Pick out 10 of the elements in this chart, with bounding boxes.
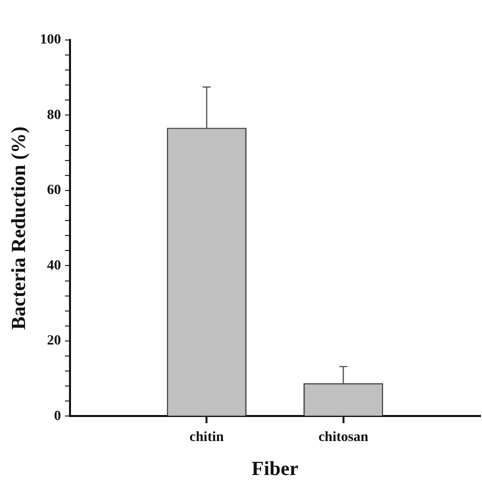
y-tick-label: 80 <box>47 108 61 123</box>
x-tick-label: chitin <box>190 430 224 446</box>
y-axis-title: Bacteria Reduction (%) <box>8 126 30 330</box>
y-tick-label: 0 <box>54 408 61 424</box>
x-tick-label: chitosan <box>318 430 368 446</box>
y-tick-label: 60 <box>47 183 61 198</box>
x-axis-title: Fiber <box>252 458 298 480</box>
y-tick-label: 20 <box>47 334 61 349</box>
y-tick-label: 100 <box>40 32 61 48</box>
y-tick-label: 40 <box>47 258 61 274</box>
